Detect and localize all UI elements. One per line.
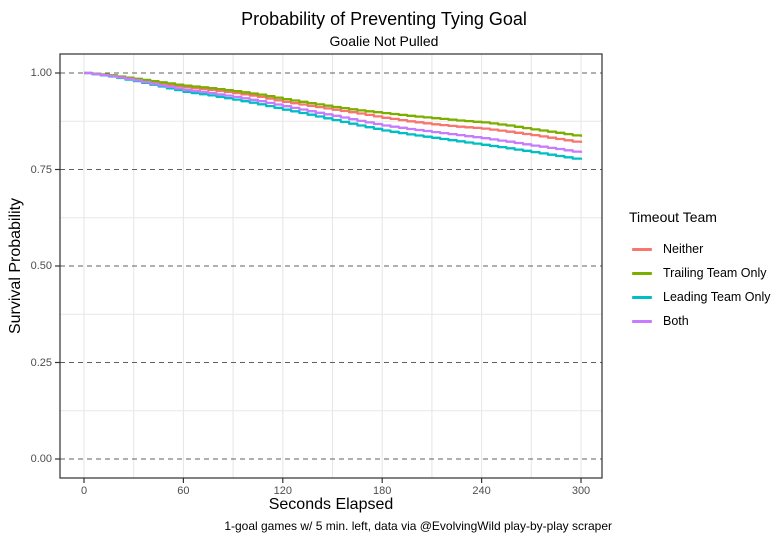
x-tick-label: 180 — [373, 485, 392, 497]
y-tick-label: 0.75 — [30, 163, 52, 176]
series-line-trailing-team-only — [84, 71, 583, 137]
legend-entry-leading-team-only: Leading Team Only — [629, 285, 770, 309]
y-tick-label: 1.00 — [30, 67, 52, 79]
legend-title: Timeout Team — [629, 209, 717, 225]
chart-caption: 1-goal games w/ 5 min. left, data via @E… — [224, 519, 612, 533]
legend-entry-neither: Neither — [629, 237, 770, 261]
series-line-both — [84, 71, 583, 153]
x-tick-label: 240 — [472, 485, 491, 497]
legend-entry-both: Both — [629, 309, 770, 333]
legend-label: Trailing Team Only — [663, 266, 767, 280]
legend-key-line — [632, 271, 652, 275]
legend-label: Neither — [663, 242, 704, 256]
legend-label: Both — [663, 314, 689, 328]
x-tick-label: 60 — [177, 485, 190, 497]
legend-key-line — [632, 247, 652, 251]
chart-title: Probability of Preventing Tying Goal — [241, 9, 527, 29]
y-tick-label: 0.50 — [30, 260, 52, 272]
y-tick-label: 0.25 — [30, 356, 52, 369]
x-tick-label: 300 — [571, 485, 591, 497]
y-tick-label: 0.00 — [30, 453, 52, 465]
legend-key-line — [632, 295, 652, 299]
legend: Timeout Team Neither Trailing Team Only Le… — [629, 209, 770, 333]
series-line-leading-team-only — [84, 71, 583, 160]
legend-entry-trailing-team-only: Trailing Team Only — [629, 261, 770, 285]
x-tick-label: 0 — [80, 485, 88, 497]
chart-subtitle: Goalie Not Pulled — [329, 33, 439, 49]
legend-label: Leading Team Only — [663, 290, 771, 304]
legend-key-line — [632, 319, 652, 323]
x-tick-label: 120 — [273, 485, 292, 497]
x-axis-title: Seconds Elapsed — [268, 496, 394, 513]
